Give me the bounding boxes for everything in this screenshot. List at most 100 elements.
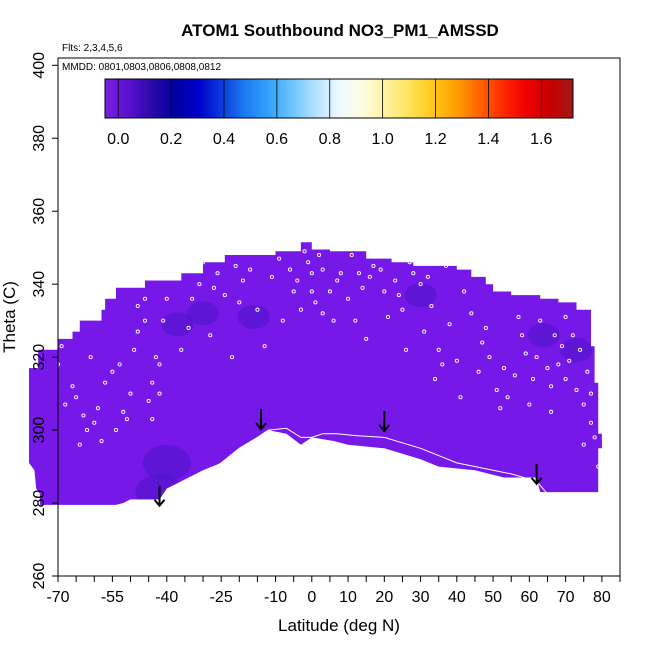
sample-point xyxy=(487,355,492,360)
x-tick-label: 40 xyxy=(448,589,466,606)
sample-point xyxy=(117,362,122,367)
sample-point xyxy=(320,311,325,316)
sample-point xyxy=(280,318,285,323)
x-tick-label: 20 xyxy=(375,589,393,606)
sample-point xyxy=(400,307,405,312)
sample-point xyxy=(581,442,586,447)
x-tick-label: 10 xyxy=(339,589,357,606)
sample-point xyxy=(364,336,369,341)
sample-point xyxy=(396,293,401,298)
sample-point xyxy=(331,318,336,323)
sample-point xyxy=(142,296,148,301)
y-tick-label: 400 xyxy=(31,52,48,79)
sample-points xyxy=(58,249,601,469)
sample-point xyxy=(103,380,108,385)
sample-point xyxy=(161,318,166,323)
sample-point xyxy=(425,274,430,279)
sample-point xyxy=(295,278,300,283)
arrow-marker xyxy=(153,485,166,508)
dark-patch xyxy=(404,283,437,308)
sample-point xyxy=(443,263,449,268)
sample-point xyxy=(164,296,169,301)
sample-point xyxy=(99,438,104,444)
arrow-marker xyxy=(530,463,543,486)
sample-point xyxy=(538,318,543,323)
colorbar-tick-label: 1.6 xyxy=(530,131,552,148)
sample-point xyxy=(585,369,590,374)
arrow-marker xyxy=(378,410,391,433)
sample-point xyxy=(121,409,126,414)
x-tick-label: 60 xyxy=(520,589,538,606)
sample-point xyxy=(549,409,554,414)
x-tick-label: -55 xyxy=(101,589,124,606)
sample-point xyxy=(588,391,594,396)
sample-point xyxy=(269,274,274,279)
arrow-head xyxy=(153,499,166,508)
sample-point xyxy=(346,296,351,301)
sample-point xyxy=(578,347,583,352)
sample-point xyxy=(110,369,115,374)
sample-point xyxy=(298,307,303,312)
sample-point xyxy=(393,278,398,283)
plot-area xyxy=(29,242,602,508)
sample-point xyxy=(418,282,423,287)
plot-frame xyxy=(57,57,621,577)
data-field xyxy=(29,242,602,505)
sample-point xyxy=(306,260,311,265)
y-axis: 260 280 300 320 340 360 380 400 xyxy=(31,52,58,589)
y-axis-title: Theta (C) xyxy=(0,281,19,353)
dark-patch xyxy=(142,444,191,481)
sample-point xyxy=(309,289,314,294)
sample-point xyxy=(523,351,528,356)
chart-title: ATOM1 Southbound NO3_PM1_AMSSD xyxy=(181,21,499,40)
arrow-head xyxy=(530,477,543,486)
sample-point xyxy=(277,256,282,261)
sample-point xyxy=(211,285,216,290)
sample-point xyxy=(476,369,481,374)
sample-point xyxy=(469,311,474,316)
sample-point xyxy=(349,252,354,258)
colorbar-tick-label: 0.6 xyxy=(266,131,288,148)
colorbar-tick-label: 1.4 xyxy=(477,131,499,148)
arrow-head xyxy=(255,422,267,431)
dark-patch xyxy=(187,301,220,326)
sample-point xyxy=(59,344,64,349)
sample-point xyxy=(77,442,82,447)
sample-point xyxy=(570,333,575,338)
sample-point xyxy=(596,464,601,469)
sample-point xyxy=(378,267,383,272)
x-tick-label: -10 xyxy=(264,589,287,606)
sample-point xyxy=(480,340,485,345)
sample-point xyxy=(382,289,387,294)
sample-point xyxy=(520,333,525,338)
sample-point xyxy=(563,314,568,320)
contour-line xyxy=(166,427,548,500)
sample-point xyxy=(150,417,155,422)
arrow-head xyxy=(378,424,391,433)
sample-point xyxy=(360,285,365,290)
sample-point xyxy=(581,402,586,407)
x-tick-label: -25 xyxy=(210,589,233,606)
sample-point xyxy=(171,271,177,276)
sample-point xyxy=(462,289,467,294)
flights-note: Flts: 2,3,4,5,6 xyxy=(62,43,123,54)
sample-point xyxy=(88,355,93,360)
sample-point xyxy=(563,376,568,382)
sample-point xyxy=(135,304,140,309)
sample-point xyxy=(200,260,206,265)
sample-point xyxy=(317,252,322,258)
sample-point xyxy=(92,420,97,425)
sample-point xyxy=(429,304,434,309)
sample-point xyxy=(327,289,332,294)
sample-point xyxy=(356,271,361,276)
colorbar-tick-label: 0.2 xyxy=(160,131,182,148)
sample-point xyxy=(367,274,372,279)
sample-point xyxy=(208,333,213,338)
y-tick-label: 340 xyxy=(31,271,48,298)
sample-point xyxy=(447,322,452,327)
x-tick-label: 0 xyxy=(307,589,316,606)
colorbar-tick-label: 0.0 xyxy=(107,131,129,148)
x-tick-label: -70 xyxy=(46,589,69,606)
sample-point xyxy=(153,355,158,360)
